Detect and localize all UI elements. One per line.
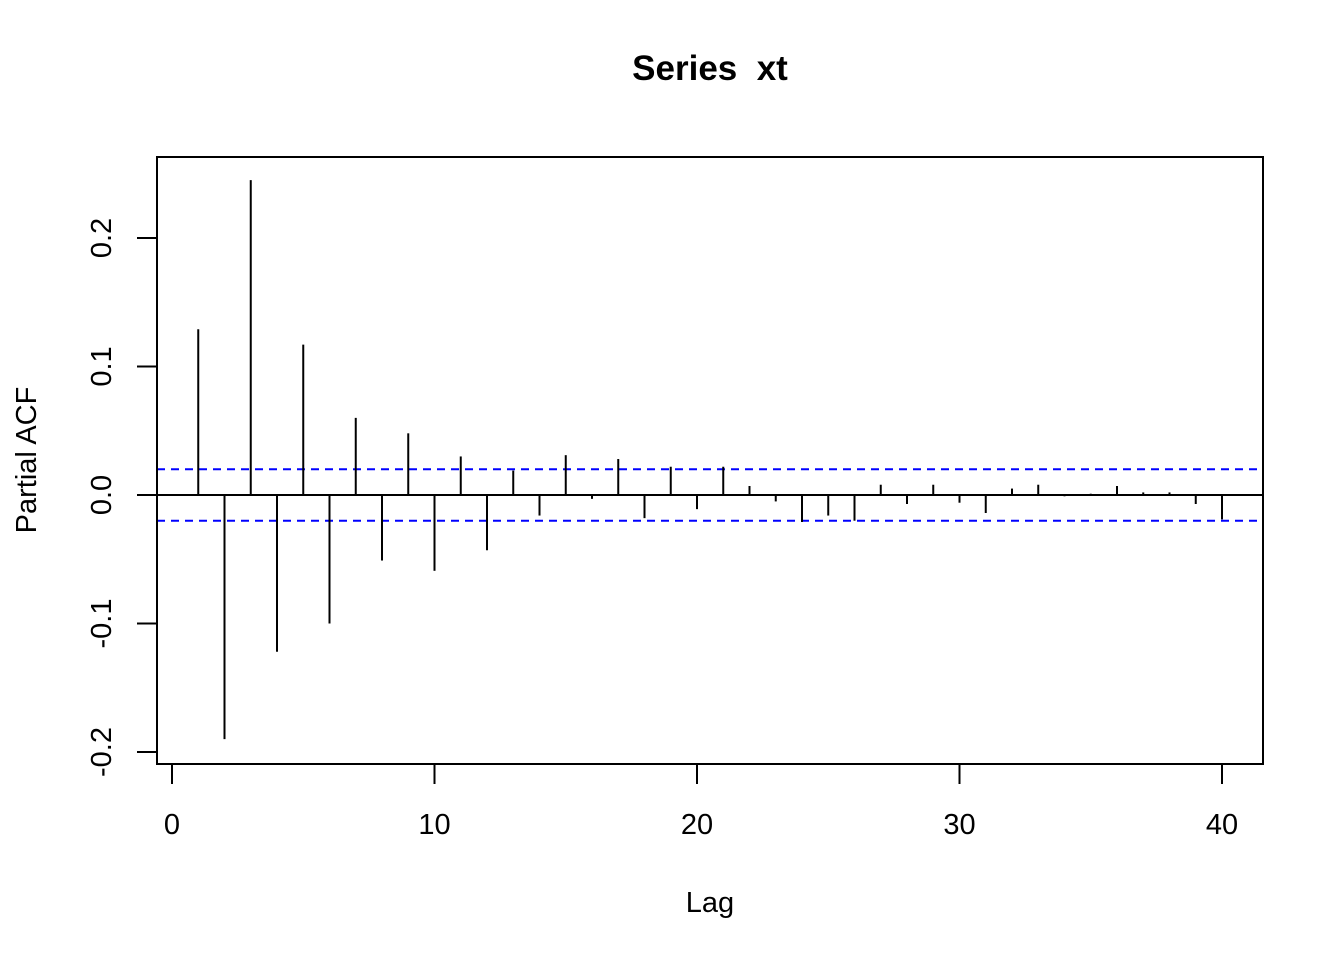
- chart-title: Series xt: [632, 49, 788, 88]
- bars-group: [157, 180, 1263, 740]
- x-tick-label-0: 0: [164, 809, 180, 841]
- y-tick-label-4: 0.2: [86, 218, 118, 258]
- plot-frame: [156, 156, 1264, 765]
- y-tick-label-0: -0.2: [86, 727, 118, 777]
- y-tick-label-1: -0.1: [86, 599, 118, 649]
- x-axis: 0 10 20 30 40: [164, 763, 1238, 841]
- x-tick-label-10: 10: [418, 809, 450, 841]
- x-tick-label-30: 30: [943, 809, 975, 841]
- y-tick-label-2: 0.0: [86, 475, 118, 515]
- y-axis-label: Partial ACF: [11, 387, 43, 534]
- x-axis-label: Lag: [686, 887, 734, 919]
- x-tick-label-20: 20: [681, 809, 713, 841]
- y-axis: -0.2 -0.1 0.0 0.1 0.2: [86, 218, 158, 777]
- x-tick-label-40: 40: [1206, 809, 1238, 841]
- y-tick-label-3: 0.1: [86, 346, 118, 386]
